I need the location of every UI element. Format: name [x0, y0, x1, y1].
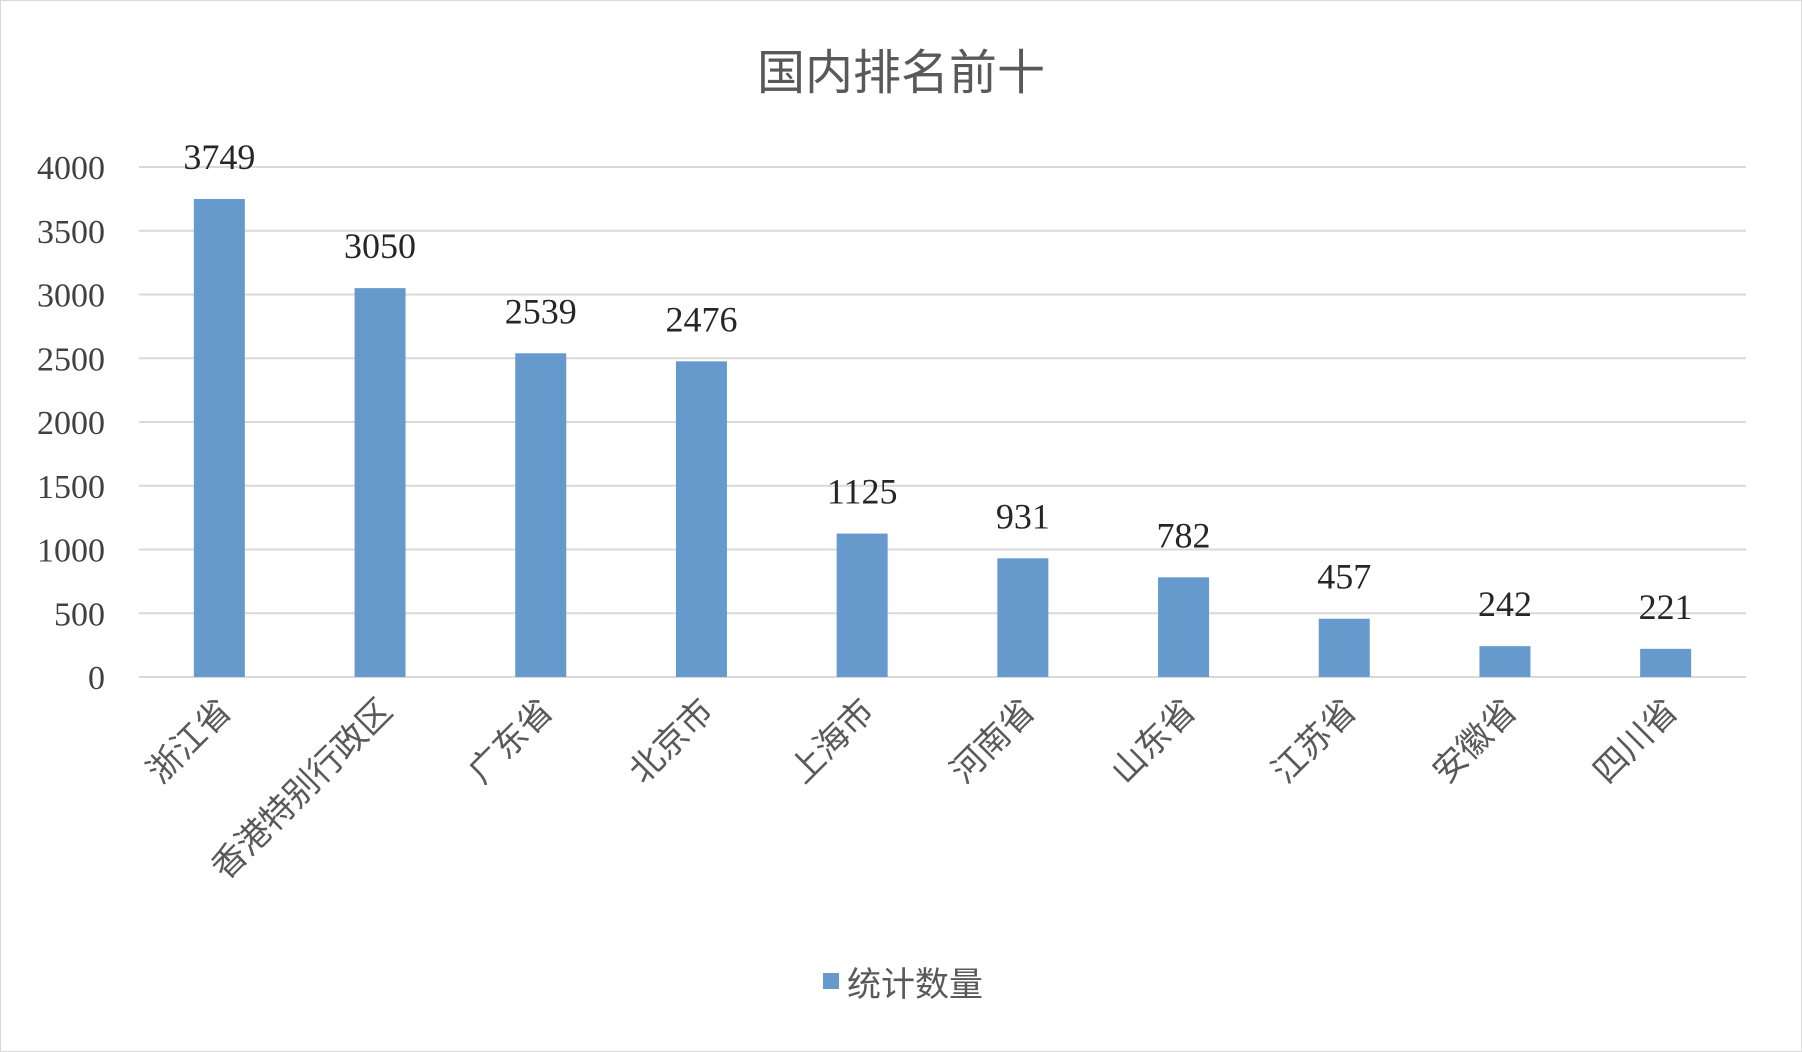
data-label: 3050	[344, 226, 416, 266]
chart-title: 国内排名前十	[757, 45, 1045, 101]
x-tick-label: 江苏省	[1264, 691, 1364, 791]
y-tick-label: 3000	[37, 278, 105, 315]
data-label: 221	[1639, 587, 1693, 627]
data-label: 782	[1157, 515, 1211, 555]
y-tick-label: 2500	[37, 341, 105, 378]
legend-label: 统计数量	[847, 965, 983, 1005]
bar	[354, 288, 406, 677]
bar	[675, 361, 727, 677]
bar	[515, 353, 567, 677]
y-tick-label: 1000	[37, 533, 105, 570]
data-label: 3749	[183, 137, 255, 177]
y-tick-label: 1500	[37, 469, 105, 506]
gridlines	[139, 166, 1746, 678]
data-label: 931	[996, 496, 1050, 536]
x-tick-label: 浙江省	[139, 691, 239, 791]
x-tick-label: 四川省	[1586, 691, 1686, 791]
y-tick-label: 0	[88, 660, 105, 697]
x-tick-label: 山东省	[1104, 691, 1204, 791]
bar	[193, 199, 245, 677]
data-label: 457	[1317, 557, 1371, 597]
x-tick-label: 上海市	[782, 691, 882, 791]
bar	[997, 558, 1049, 677]
y-tick-label: 2000	[37, 405, 105, 442]
legend-swatch	[823, 973, 839, 989]
y-tick-label: 500	[54, 596, 105, 633]
x-tick-label: 安徽省	[1425, 691, 1525, 791]
y-axis-ticks: 0 500 1000 1500 2000 2500 3000 3500 4000	[37, 150, 105, 697]
legend: 统计数量	[823, 965, 983, 1005]
data-labels: 3749 3050 2539 2476 1125 931 782 457 242 221	[183, 137, 1692, 627]
x-tick-label: 河南省	[943, 691, 1043, 791]
bar	[1318, 618, 1370, 677]
x-tick-label: 北京市	[621, 691, 721, 791]
y-tick-label: 4000	[37, 150, 105, 187]
data-label: 1125	[827, 472, 898, 512]
bar	[1158, 577, 1210, 677]
data-label: 2476	[665, 299, 737, 339]
bar	[836, 533, 888, 677]
y-tick-label: 3500	[37, 214, 105, 251]
bar	[1640, 648, 1692, 677]
data-label: 2539	[505, 291, 577, 331]
x-tick-label: 广东省	[461, 691, 561, 791]
bar	[1479, 646, 1531, 677]
bars	[193, 199, 1692, 677]
data-label: 242	[1478, 584, 1532, 624]
